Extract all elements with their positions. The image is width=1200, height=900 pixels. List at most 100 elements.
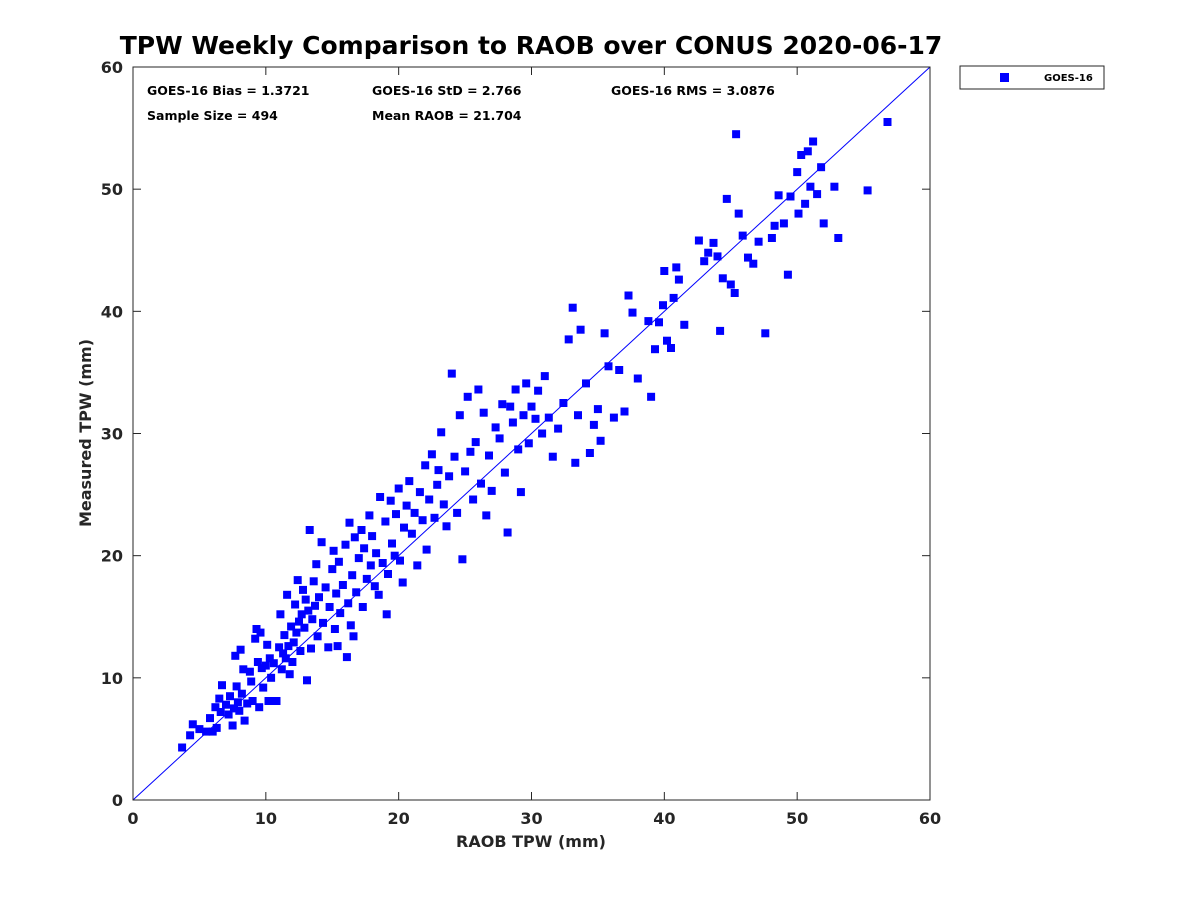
data-point (582, 379, 590, 388)
data-point (495, 434, 504, 443)
data-point (366, 561, 375, 570)
data-point (803, 147, 812, 156)
data-point (503, 528, 512, 537)
data-point (365, 511, 374, 520)
data-point (660, 267, 669, 275)
data-point (334, 557, 343, 566)
data-point (774, 191, 783, 200)
data-point (508, 418, 517, 427)
data-point (574, 411, 582, 420)
data-point (261, 661, 270, 670)
data-point (421, 461, 430, 470)
data-point (522, 379, 531, 388)
data-point (806, 182, 815, 191)
data-point (267, 673, 276, 682)
data-point (674, 275, 683, 284)
data-point (372, 549, 381, 558)
data-point (232, 682, 241, 691)
data-point (410, 508, 419, 517)
data-point (333, 642, 342, 651)
data-point (863, 186, 872, 195)
data-point (285, 670, 294, 679)
x-tick-label: 40 (653, 809, 675, 828)
data-point (178, 743, 187, 752)
data-point (394, 484, 403, 493)
data-point (694, 236, 703, 245)
data-point (299, 585, 307, 594)
data-point (309, 577, 318, 586)
chart-title: TPW Weekly Comparison to RAOB over CONUS… (120, 31, 943, 60)
data-point (754, 237, 763, 246)
data-point (439, 500, 448, 509)
data-point (239, 665, 248, 674)
data-point (231, 651, 240, 660)
data-point (797, 151, 806, 159)
data-point (749, 259, 758, 268)
data-point (357, 526, 366, 534)
data-point (453, 508, 462, 517)
data-point (793, 168, 802, 177)
data-point (305, 526, 314, 534)
data-point (511, 385, 520, 394)
data-point (430, 513, 439, 522)
data-point (434, 466, 443, 475)
data-point (527, 402, 536, 411)
data-point (713, 252, 722, 261)
data-point (376, 493, 385, 501)
data-point (338, 581, 347, 589)
data-point (604, 362, 613, 371)
data-point (620, 407, 629, 416)
data-point (253, 658, 262, 666)
data-point (216, 708, 225, 716)
data-point (817, 163, 826, 172)
data-point (422, 545, 431, 554)
data-point (324, 643, 333, 652)
data-point (779, 219, 788, 228)
data-point (398, 578, 407, 587)
data-point (392, 510, 400, 519)
data-point (312, 560, 321, 569)
data-point (384, 570, 392, 578)
data-point (596, 436, 605, 445)
data-point (433, 480, 442, 489)
data-point (700, 257, 709, 266)
data-point (195, 725, 204, 734)
data-point (477, 479, 485, 488)
data-point (485, 451, 493, 460)
data-points (178, 118, 892, 752)
data-point (524, 439, 533, 448)
data-point (544, 413, 553, 422)
y-tick-label: 60 (101, 58, 123, 77)
data-point (345, 518, 354, 527)
data-point (325, 603, 334, 611)
data-point (738, 231, 747, 240)
data-point (600, 329, 609, 338)
data-point (709, 238, 718, 247)
data-point (663, 336, 671, 345)
data-point (215, 694, 224, 703)
data-point (615, 366, 624, 374)
data-point (233, 698, 242, 707)
stat-mean-raob: Mean RAOB = 21.704 (372, 108, 522, 123)
data-point (633, 374, 642, 383)
data-point (680, 320, 689, 329)
data-point (247, 677, 256, 686)
x-tick-label: 20 (388, 809, 410, 828)
data-point (275, 643, 284, 652)
data-point (341, 540, 350, 549)
stat-rms: GOES-16 RMS = 3.0876 (611, 83, 775, 98)
data-point (276, 610, 285, 619)
data-point (651, 345, 659, 354)
data-point (593, 405, 602, 414)
data-point (718, 274, 727, 283)
data-point (292, 628, 301, 637)
data-point (813, 190, 822, 199)
data-point (255, 703, 264, 712)
data-point (281, 654, 290, 663)
data-point (531, 414, 540, 423)
data-point (388, 539, 396, 548)
data-point (589, 420, 598, 429)
data-point (463, 392, 472, 401)
data-point (672, 263, 681, 272)
